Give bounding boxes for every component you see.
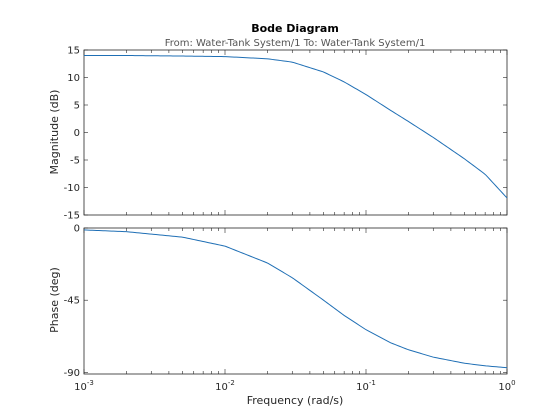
frequency-tick-label: 10-2: [215, 379, 235, 393]
phase-curve: [83, 229, 508, 369]
magnitude-ytick-label: -10: [64, 183, 80, 194]
magnitude-ytick-label: -5: [70, 156, 80, 167]
magnitude-curve: [84, 55, 508, 199]
magnitude-plot-area: [83, 49, 508, 216]
frequency-axis-label: Frequency (rad/s): [247, 394, 344, 407]
phase-ytick-label: 0: [74, 224, 80, 235]
phase-panel: 0 -45 -90 Phase (deg): [48, 224, 508, 379]
chart-title: Bode Diagram: [251, 22, 339, 35]
chart-subtitle: From: Water-Tank System/1 To: Water-Tank…: [165, 38, 426, 49]
phase-ytick-label: -90: [64, 368, 80, 379]
magnitude-ytick-label: 15: [67, 46, 80, 57]
phase-axis-label: Phase (deg): [48, 267, 61, 333]
phase-ticks: 0 -45 -90: [64, 224, 508, 379]
magnitude-panel: 15 10 5 0 -5 -10 -15 Magnitude (dB): [48, 46, 508, 222]
phase-plot-area: [83, 227, 508, 375]
magnitude-ytick-label: 10: [67, 73, 80, 84]
magnitude-axis-label: Magnitude (dB): [48, 90, 61, 175]
magnitude-ticks: 15 10 5 0 -5 -10 -15: [64, 46, 508, 222]
magnitude-ytick-label: -15: [64, 211, 80, 222]
frequency-tick-label: 10-3: [74, 379, 94, 393]
magnitude-ytick-label: 0: [74, 128, 80, 139]
magnitude-ytick-label: 5: [74, 101, 80, 112]
phase-ytick-label: -45: [64, 296, 80, 307]
frequency-tick-labels: 10-3 10-2 10-1 100: [74, 379, 515, 393]
frequency-tick-label: 10-1: [356, 379, 376, 393]
frequency-tick-label: 100: [498, 379, 515, 393]
